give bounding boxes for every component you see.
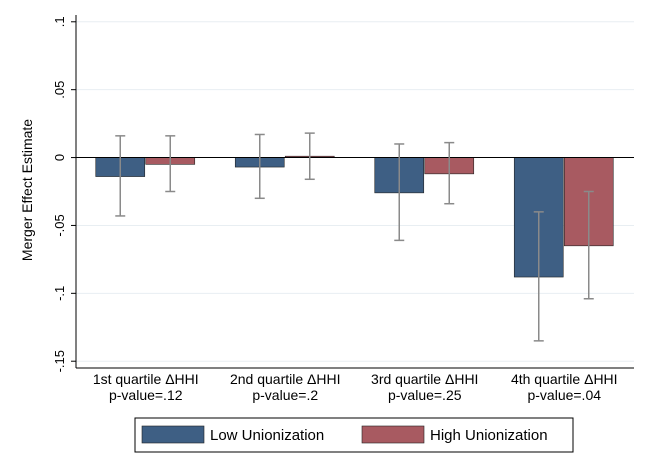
y-tick-label: -.05 [52, 214, 67, 236]
legend-label-low-unionization: Low Unionization [210, 427, 324, 444]
legend: Low Unionization High Unionization [134, 417, 574, 453]
x-category-pvalue: p-value=.12 [109, 387, 183, 403]
y-tick-label: 0 [52, 154, 67, 161]
legend-label-high-unionization: High Unionization [430, 427, 548, 444]
x-category-label: 2nd quartile ΔHHI [230, 371, 341, 387]
legend-swatch-low-unionization [141, 425, 205, 444]
legend-box [134, 417, 574, 453]
x-category-label: 1st quartile ΔHHI [93, 371, 199, 387]
y-axis-title: Merger Effect Estimate [19, 119, 35, 261]
y-tick-label: -.1 [52, 286, 67, 301]
y-tick-label: -.15 [52, 350, 67, 372]
x-category-pvalue: p-value=.2 [252, 387, 318, 403]
legend-swatch-high-unionization [361, 425, 425, 444]
y-tick-label: .1 [52, 16, 67, 27]
x-category-label: 3rd quartile ΔHHI [371, 371, 478, 387]
x-category-label: 4th quartile ΔHHI [511, 371, 618, 387]
x-category-pvalue: p-value=.25 [388, 387, 462, 403]
y-tick-label: .05 [52, 81, 67, 99]
x-category-pvalue: p-value=.04 [527, 387, 601, 403]
